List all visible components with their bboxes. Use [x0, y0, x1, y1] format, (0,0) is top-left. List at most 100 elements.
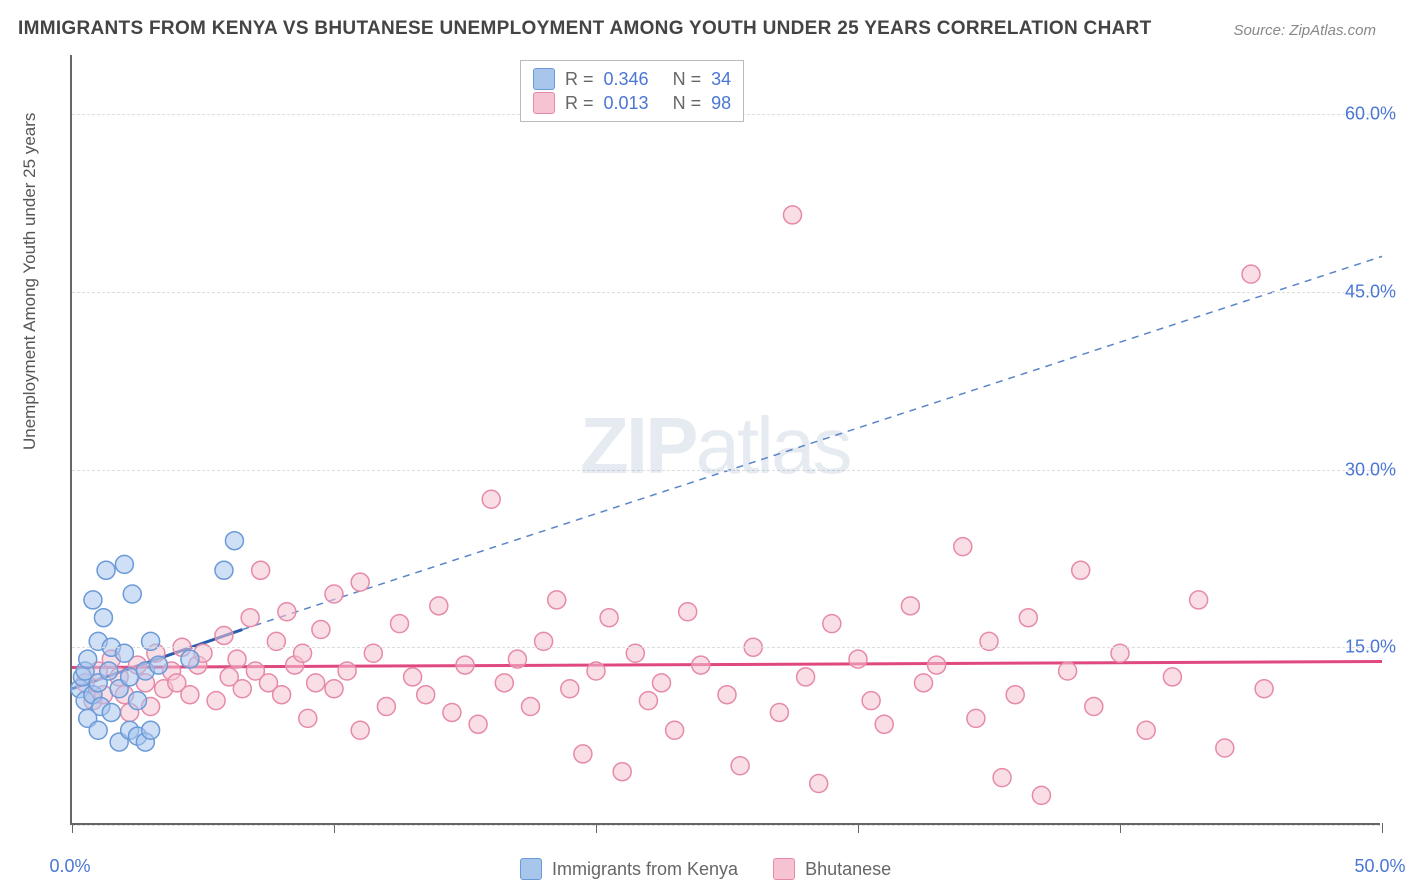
data-point	[97, 561, 115, 579]
legend-r-label: R =	[565, 69, 594, 90]
chart-svg	[72, 55, 1380, 823]
data-point	[508, 650, 526, 668]
legend-r-value: 0.346	[604, 69, 649, 90]
data-point	[149, 656, 167, 674]
data-point	[94, 609, 112, 627]
data-point	[1242, 265, 1260, 283]
legend-label: Immigrants from Kenya	[552, 859, 738, 880]
data-point	[875, 715, 893, 733]
x-tick	[334, 823, 335, 833]
data-point	[495, 674, 513, 692]
data-point	[600, 609, 618, 627]
data-point	[1137, 721, 1155, 739]
data-point	[574, 745, 592, 763]
data-point	[718, 686, 736, 704]
grid-line	[72, 470, 1380, 471]
data-point	[443, 703, 461, 721]
data-point	[967, 709, 985, 727]
data-point	[207, 692, 225, 710]
legend-n-value: 34	[711, 69, 731, 90]
legend-swatch	[520, 858, 542, 880]
correlation-legend: R = 0.346 N = 34 R = 0.013 N = 98	[520, 60, 744, 122]
data-point	[928, 656, 946, 674]
data-point	[417, 686, 435, 704]
legend-n-value: 98	[711, 93, 731, 114]
x-tick-label: 0.0%	[49, 856, 90, 877]
data-point	[241, 609, 259, 627]
grid-line	[72, 292, 1380, 293]
data-point	[351, 573, 369, 591]
data-point	[181, 686, 199, 704]
data-point	[653, 674, 671, 692]
chart-title: IMMIGRANTS FROM KENYA VS BHUTANESE UNEMP…	[18, 18, 1152, 40]
data-point	[84, 591, 102, 609]
data-point	[225, 532, 243, 550]
legend-swatch	[533, 68, 555, 90]
x-tick	[596, 823, 597, 833]
data-point	[233, 680, 251, 698]
data-point	[1006, 686, 1024, 704]
data-point	[1085, 698, 1103, 716]
data-point	[1032, 786, 1050, 804]
data-point	[351, 721, 369, 739]
data-point	[862, 692, 880, 710]
data-point	[469, 715, 487, 733]
data-point	[307, 674, 325, 692]
data-point	[430, 597, 448, 615]
plot-area	[70, 55, 1380, 825]
data-point	[102, 703, 120, 721]
legend-label: Bhutanese	[805, 859, 891, 880]
data-point	[278, 603, 296, 621]
data-point	[312, 621, 330, 639]
data-point	[522, 698, 540, 716]
data-point	[1255, 680, 1273, 698]
data-point	[548, 591, 566, 609]
data-point	[299, 709, 317, 727]
legend-row: R = 0.013 N = 98	[533, 91, 731, 115]
data-point	[901, 597, 919, 615]
data-point	[666, 721, 684, 739]
data-point	[993, 769, 1011, 787]
data-point	[482, 490, 500, 508]
data-point	[79, 650, 97, 668]
data-point	[100, 662, 118, 680]
grid-line	[72, 647, 1380, 648]
x-tick	[1120, 823, 1121, 833]
x-tick	[72, 823, 73, 833]
data-point	[1019, 609, 1037, 627]
data-point	[215, 561, 233, 579]
legend-swatch	[773, 858, 795, 880]
data-point	[273, 686, 291, 704]
data-point	[391, 615, 409, 633]
data-point	[115, 555, 133, 573]
data-point	[338, 662, 356, 680]
data-point	[228, 650, 246, 668]
legend-swatch	[533, 92, 555, 114]
data-point	[639, 692, 657, 710]
data-point	[810, 775, 828, 793]
y-tick-label: 45.0%	[1345, 281, 1396, 302]
x-tick	[858, 823, 859, 833]
data-point	[823, 615, 841, 633]
legend-item: Bhutanese	[773, 858, 891, 880]
trend-line	[72, 662, 1382, 668]
data-point	[561, 680, 579, 698]
data-point	[849, 650, 867, 668]
data-point	[325, 680, 343, 698]
data-point	[1163, 668, 1181, 686]
data-point	[404, 668, 422, 686]
x-tick-label: 50.0%	[1354, 856, 1405, 877]
data-point	[731, 757, 749, 775]
trend-line-dashed	[242, 256, 1382, 629]
data-point	[1059, 662, 1077, 680]
data-point	[252, 561, 270, 579]
data-point	[123, 585, 141, 603]
data-point	[915, 674, 933, 692]
legend-n-label: N =	[673, 69, 702, 90]
legend-r-value: 0.013	[604, 93, 649, 114]
data-point	[679, 603, 697, 621]
data-point	[1072, 561, 1090, 579]
legend-r-label: R =	[565, 93, 594, 114]
legend-n-label: N =	[673, 93, 702, 114]
data-point	[1216, 739, 1234, 757]
